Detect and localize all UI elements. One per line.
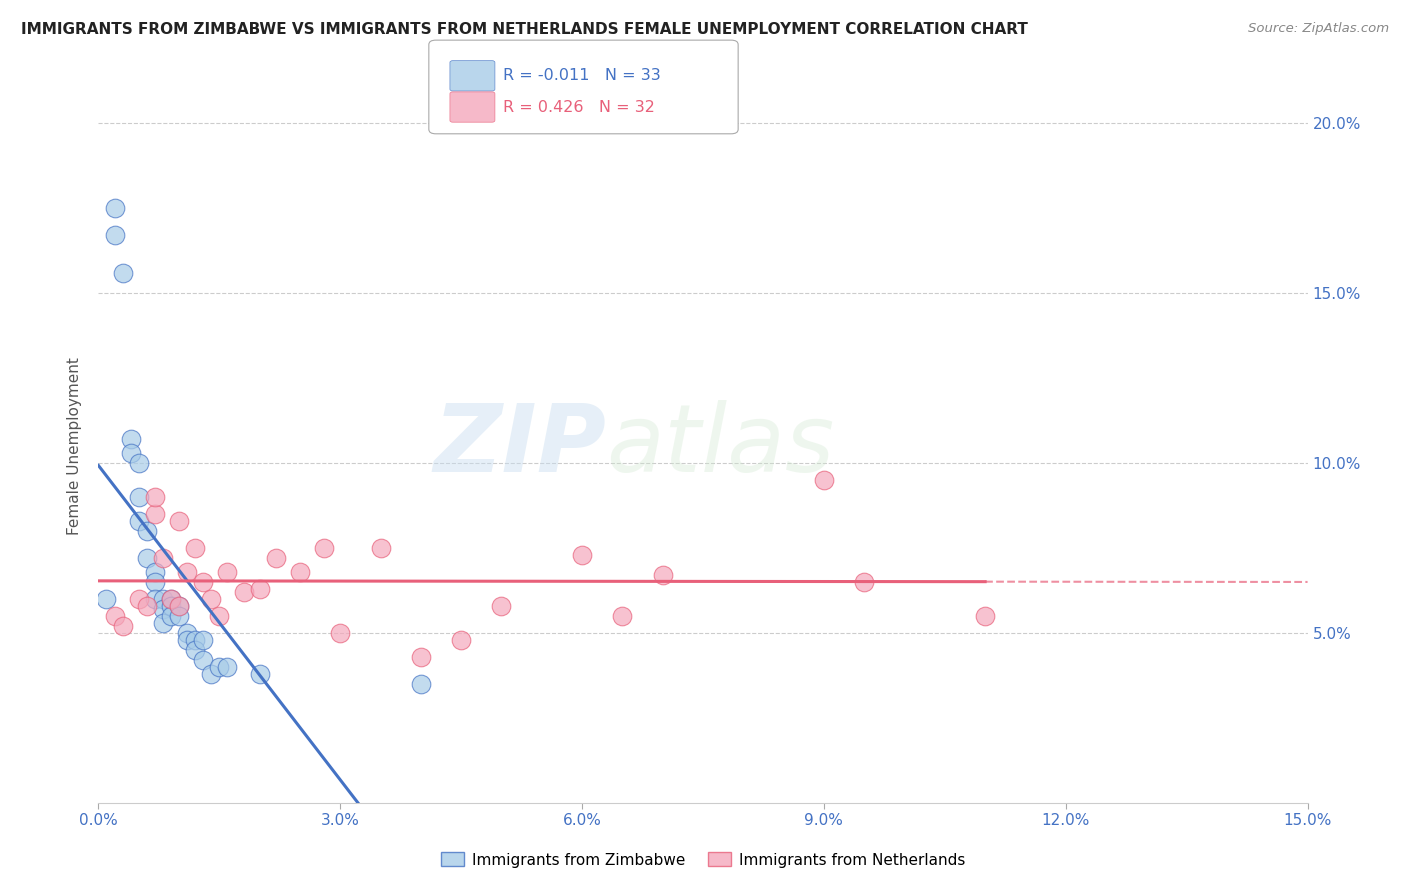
Point bbox=[329, 626, 352, 640]
Point bbox=[974, 608, 997, 623]
Point bbox=[103, 201, 125, 215]
Point bbox=[143, 490, 166, 504]
Legend: Immigrants from Zimbabwe, Immigrants from Netherlands: Immigrants from Zimbabwe, Immigrants fro… bbox=[434, 847, 972, 873]
Point bbox=[370, 541, 392, 555]
Point bbox=[208, 660, 231, 674]
Point bbox=[184, 541, 207, 555]
Point bbox=[96, 591, 118, 606]
Point bbox=[135, 599, 157, 613]
Point bbox=[571, 548, 593, 562]
Point bbox=[128, 514, 150, 528]
Point bbox=[143, 574, 166, 589]
Point bbox=[143, 591, 166, 606]
Point bbox=[409, 649, 432, 664]
Point bbox=[612, 608, 634, 623]
Point bbox=[813, 473, 835, 487]
Point bbox=[167, 599, 190, 613]
Point bbox=[160, 591, 183, 606]
Point bbox=[135, 524, 157, 538]
Point bbox=[111, 266, 134, 280]
Point bbox=[160, 591, 183, 606]
Point bbox=[152, 602, 174, 616]
Point bbox=[314, 541, 336, 555]
Point bbox=[167, 608, 190, 623]
Point bbox=[152, 551, 174, 566]
Point bbox=[152, 591, 174, 606]
Point bbox=[450, 632, 472, 647]
Point bbox=[264, 551, 287, 566]
Text: R = -0.011   N = 33: R = -0.011 N = 33 bbox=[503, 69, 661, 83]
Text: IMMIGRANTS FROM ZIMBABWE VS IMMIGRANTS FROM NETHERLANDS FEMALE UNEMPLOYMENT CORR: IMMIGRANTS FROM ZIMBABWE VS IMMIGRANTS F… bbox=[21, 22, 1028, 37]
Point bbox=[128, 591, 150, 606]
Point bbox=[200, 591, 222, 606]
Point bbox=[128, 490, 150, 504]
Text: Source: ZipAtlas.com: Source: ZipAtlas.com bbox=[1249, 22, 1389, 36]
Point bbox=[193, 653, 215, 667]
Text: ZIP: ZIP bbox=[433, 400, 606, 492]
Text: R = 0.426   N = 32: R = 0.426 N = 32 bbox=[503, 100, 655, 114]
Point bbox=[288, 565, 311, 579]
Point bbox=[249, 582, 271, 596]
Point bbox=[184, 632, 207, 647]
Point bbox=[193, 632, 215, 647]
Point bbox=[409, 677, 432, 691]
Point bbox=[143, 565, 166, 579]
Point bbox=[111, 619, 134, 633]
Point bbox=[120, 446, 142, 460]
Point bbox=[120, 432, 142, 446]
Point bbox=[651, 568, 673, 582]
Point bbox=[208, 608, 231, 623]
Point bbox=[160, 599, 183, 613]
Point bbox=[249, 666, 271, 681]
Point bbox=[167, 599, 190, 613]
Point bbox=[160, 608, 183, 623]
Point bbox=[143, 507, 166, 521]
Point bbox=[152, 615, 174, 630]
Text: atlas: atlas bbox=[606, 401, 835, 491]
Point bbox=[491, 599, 513, 613]
Point bbox=[176, 626, 198, 640]
Point bbox=[232, 585, 254, 599]
Point bbox=[184, 643, 207, 657]
Y-axis label: Female Unemployment: Female Unemployment bbox=[67, 357, 83, 535]
Point bbox=[176, 632, 198, 647]
Point bbox=[128, 456, 150, 470]
Point bbox=[135, 551, 157, 566]
Point bbox=[217, 565, 239, 579]
Point bbox=[103, 608, 125, 623]
Point bbox=[176, 565, 198, 579]
Point bbox=[200, 666, 222, 681]
Point bbox=[217, 660, 239, 674]
Point bbox=[167, 514, 190, 528]
Point bbox=[193, 574, 215, 589]
Point bbox=[853, 574, 876, 589]
Point bbox=[103, 228, 125, 243]
